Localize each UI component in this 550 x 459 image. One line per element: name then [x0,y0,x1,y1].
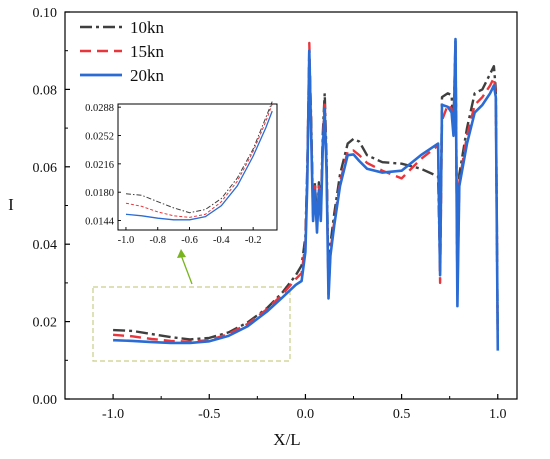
x-tick-label: 0.5 [393,407,411,422]
y-tick-label: 0.08 [33,83,58,98]
inset-y-tick-label: 0.0144 [85,217,115,228]
legend-label: 20kn [130,66,165,85]
inset-x-tick-label: -1.0 [118,235,135,246]
y-tick-label: 0.00 [33,393,58,408]
main-axes: -1.0 -0.5 0.0 0.5 1.0 0.00 0.02 0.04 0.06 0.08 0.1… [33,6,518,422]
zoom-arrow [180,254,193,285]
y-tick-label: 0.04 [33,238,58,253]
inset-series-line-10kn [125,101,273,214]
inset-series-line-20kn [125,110,273,221]
x-tick-label: -0.5 [198,407,220,422]
x-tick-label: 1.0 [489,407,507,422]
inset-background [118,104,277,230]
inset-x-tick-label: -0.4 [213,235,230,246]
y-tick-label: 0.02 [33,316,58,331]
inset-y-tick-label: 0.0288 [85,103,114,114]
inset-y-tick-label: 0.0216 [85,160,114,171]
main-plot-series [113,37,500,353]
legend-label: 10kn [130,18,165,37]
inset-chart: -1.0 -0.8 -0.6 -0.4 -0.2 0.0144 0.0180 0.0216 0.… [85,101,278,246]
inset-x-tick-label: -0.6 [181,235,198,246]
zoom-region-box [92,286,291,362]
x-tick-label: 0.0 [297,407,315,422]
inset-frame [117,103,278,231]
zoom-arrow-head [177,249,186,258]
y-tick-label: 0.10 [33,6,58,21]
y-axis-label: I [8,195,14,214]
inset-series-line-15kn [125,103,273,218]
legend: 10kn 15kn 20kn [80,18,165,85]
legend-label: 15kn [130,42,165,61]
x-axis-label: X/L [273,430,300,449]
x-tick-label: -1.0 [102,407,124,422]
inset-y-tick-label: 0.0252 [85,132,114,143]
inset-y-tick-label: 0.0180 [85,188,114,199]
inset-x-tick-label: -0.8 [149,235,166,246]
y-tick-label: 0.06 [33,161,58,176]
series-line-20kn [113,37,500,351]
inset-x-tick-label: -0.2 [245,235,262,246]
